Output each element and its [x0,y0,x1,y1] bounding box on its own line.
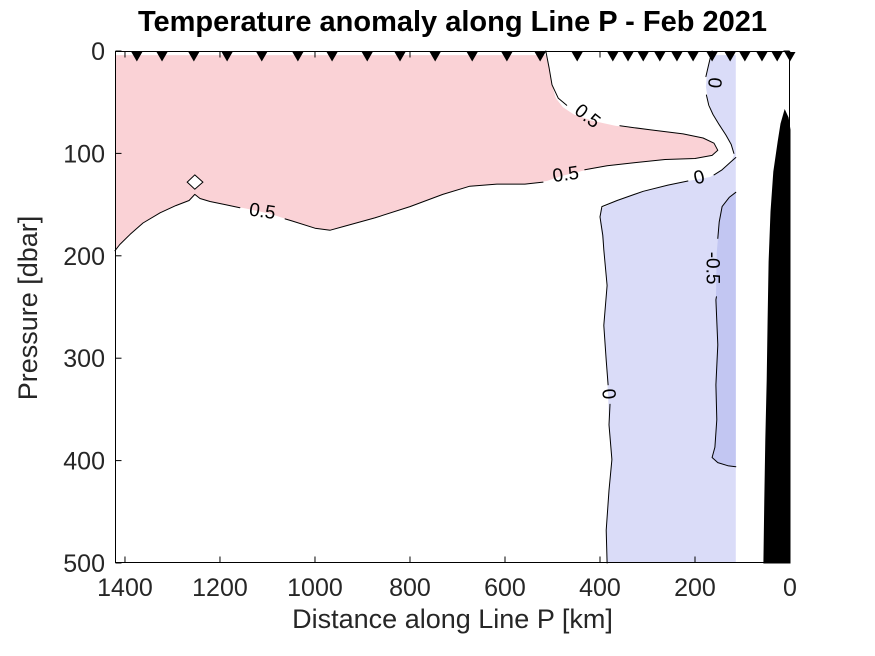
x-tick-label: 600 [484,574,526,602]
region-closed-0.5-contour-diamond [186,174,204,190]
contour-line-level-0.5 [114,193,241,252]
x-tick-label: 400 [579,574,621,602]
station-marker-icon [724,52,736,62]
station-marker-icon [739,52,751,62]
y-tick-label: 400 [63,448,105,476]
contour-label: 0 [692,167,707,190]
contour-line-level-0 [713,157,737,176]
station-marker-icon [654,52,666,62]
station-marker-icon [394,52,406,62]
contour-label: 0 [597,388,619,401]
contour-line-level-0 [599,180,689,386]
station-marker-icon [156,52,168,62]
station-marker-icon [361,52,373,62]
y-tick-label: 200 [63,243,105,271]
station-marker-icon [671,52,683,62]
station-marker-icon [706,52,718,62]
y-tick-label: 300 [63,345,105,373]
plot-box [115,51,790,563]
contour-line-level-0.5 [284,181,544,231]
contour-label: 0.5 [248,200,277,224]
station-marker-icon [571,52,583,62]
y-tick-label: 500 [63,550,105,578]
contour-line-level--0.5 [711,296,737,468]
station-marker-icon [256,52,268,62]
station-marker-icon [429,52,441,62]
contour-line-level-0 [605,403,613,564]
station-marker-icon [534,52,546,62]
contour-line-level-0.5 [545,50,568,106]
y-tick-label: 0 [91,38,105,66]
station-marker-icon [622,52,634,62]
region-negative-anomaly-below-0 [600,55,736,563]
y-tick-label: 100 [63,140,105,168]
contour-line-level-0 [705,94,735,154]
contour-label: -0.5 [702,252,723,285]
station-marker-icon [771,52,783,62]
station-marker-icon [501,52,513,62]
contour-line-level--0.5 [717,191,737,239]
station-marker-icon [687,52,699,62]
station-marker-icon [221,52,233,62]
station-marker-icon [637,52,649,62]
contour-line-level-0.5 [584,125,719,171]
contour-label: 0.5 [551,163,580,187]
station-marker-icon [756,52,768,62]
station-marker-icon [292,52,304,62]
x-tick-label: 1400 [97,574,153,602]
x-tick-label: 200 [674,574,716,602]
x-tick-label: 1200 [192,574,248,602]
region-negative-anomaly-below-neg0.5 [712,192,736,467]
contour-label: 0 [703,77,725,89]
x-tick-label: 1000 [287,574,343,602]
station-marker-icon [784,52,796,62]
region-bathymetry [763,108,791,564]
station-marker-icon [607,52,619,62]
x-tick-label: 800 [389,574,431,602]
station-marker-icon [326,52,338,62]
x-axis-label: Distance along Line P [km] [292,604,613,634]
region-positive-anomaly-above-0.5 [115,55,718,251]
chart-title: Temperature anomaly along Line P - Feb 2… [137,6,768,38]
x-tick-label: 0 [783,574,797,602]
station-marker-icon [466,52,478,62]
station-marker-icon [131,52,143,62]
station-marker-icon [188,52,200,62]
y-axis-label: Pressure [dbar] [13,215,43,401]
